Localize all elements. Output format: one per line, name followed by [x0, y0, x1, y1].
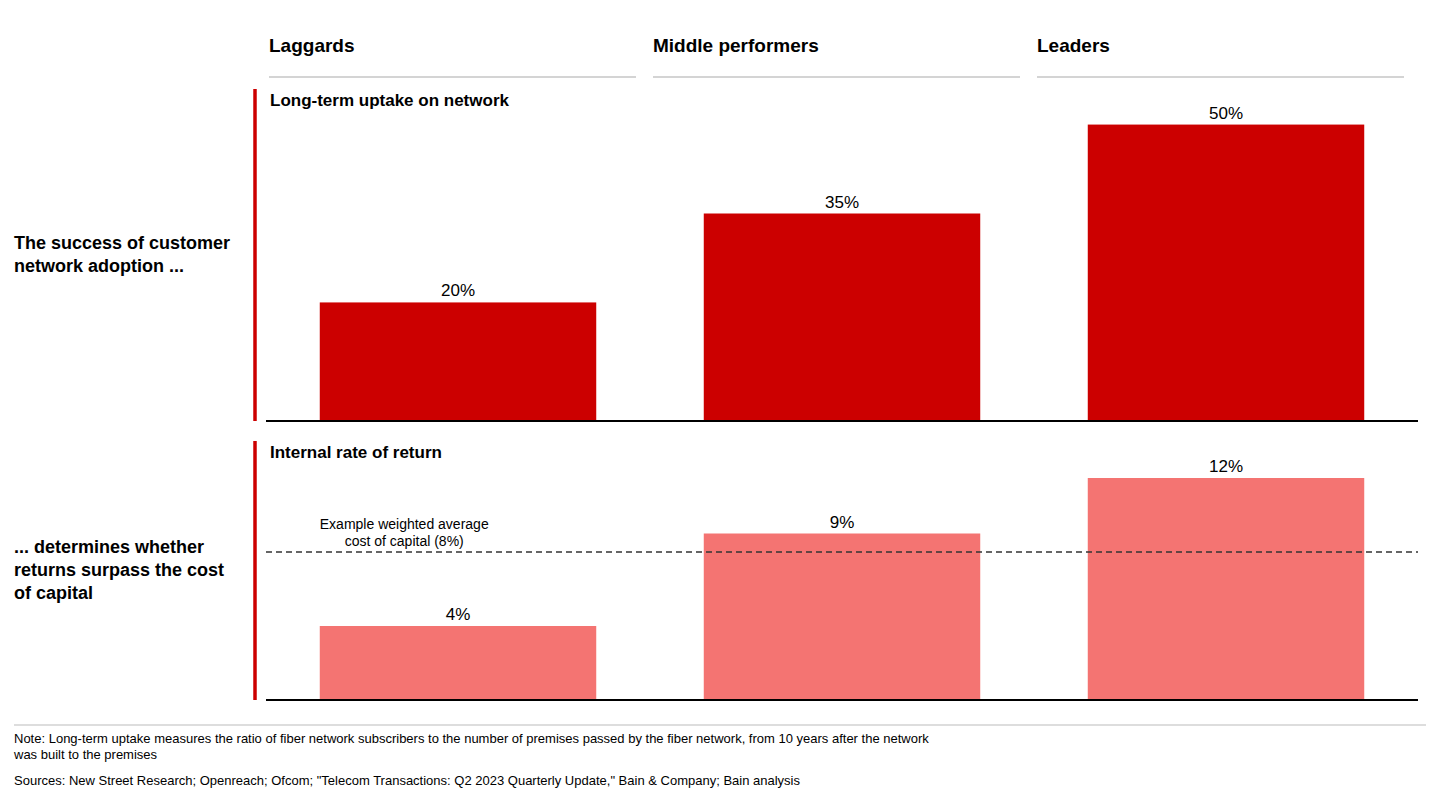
plot-area — [320, 125, 1364, 421]
text-line: Example weighted average — [320, 516, 489, 532]
text-line: returns surpass the cost — [14, 559, 224, 579]
data-label: 4% — [446, 605, 471, 624]
note: Note: Long-term uptake measures the rati… — [13, 731, 929, 762]
bar — [704, 214, 980, 422]
text-line: The success of customer — [14, 232, 230, 252]
page: {"chart_data": [ {"type": "bar", "title"… — [0, 0, 1440, 810]
header-rule — [1037, 76, 1404, 77]
reference-label: Example weighted averagecost of capital … — [320, 516, 489, 549]
baseline — [266, 699, 1418, 701]
baseline — [266, 420, 1418, 422]
column-header: Middle performers — [653, 35, 819, 56]
bar — [320, 302, 596, 421]
header-rule — [269, 76, 636, 77]
text-line: of capital — [14, 582, 93, 602]
range-line — [253, 89, 257, 421]
data-label: 20% — [441, 281, 475, 300]
bar — [1088, 478, 1364, 700]
bar — [320, 626, 596, 700]
reference-line — [266, 551, 1418, 553]
data-label: 12% — [1209, 457, 1243, 476]
text-line: cost of capital (8%) — [345, 533, 464, 549]
text-line: was built to the premises — [13, 747, 158, 762]
chart: Laggards Middle performers Leaders 20% 35% 50… — [0, 0, 1440, 810]
bar — [704, 534, 980, 701]
side-annotation: The success of customer network adoption … — [14, 232, 230, 275]
section-title: Long-term uptake on network — [270, 91, 510, 110]
range-line — [253, 441, 257, 700]
data-label: 35% — [825, 193, 859, 212]
data-label: 50% — [1209, 104, 1243, 123]
text-line: network adoption ... — [14, 255, 184, 275]
side-annotation: ... determines whether returns surpass th… — [14, 536, 224, 602]
column-header: Laggards — [269, 35, 355, 56]
header-rule — [653, 76, 1020, 77]
column-header: Leaders — [1037, 35, 1110, 56]
plot-area — [266, 478, 1418, 700]
bar — [1088, 125, 1364, 421]
section-title: Internal rate of return — [270, 443, 442, 462]
footer-rule — [14, 725, 1426, 726]
data-label: 9% — [830, 513, 855, 532]
source: Sources: New Street Research; Openreach;… — [14, 773, 800, 788]
text-line: ... determines whether — [14, 536, 204, 556]
text-line: Note: Long-term uptake measures the rati… — [14, 731, 929, 746]
text-line: Sources: New Street Research; Openreach;… — [14, 773, 800, 788]
